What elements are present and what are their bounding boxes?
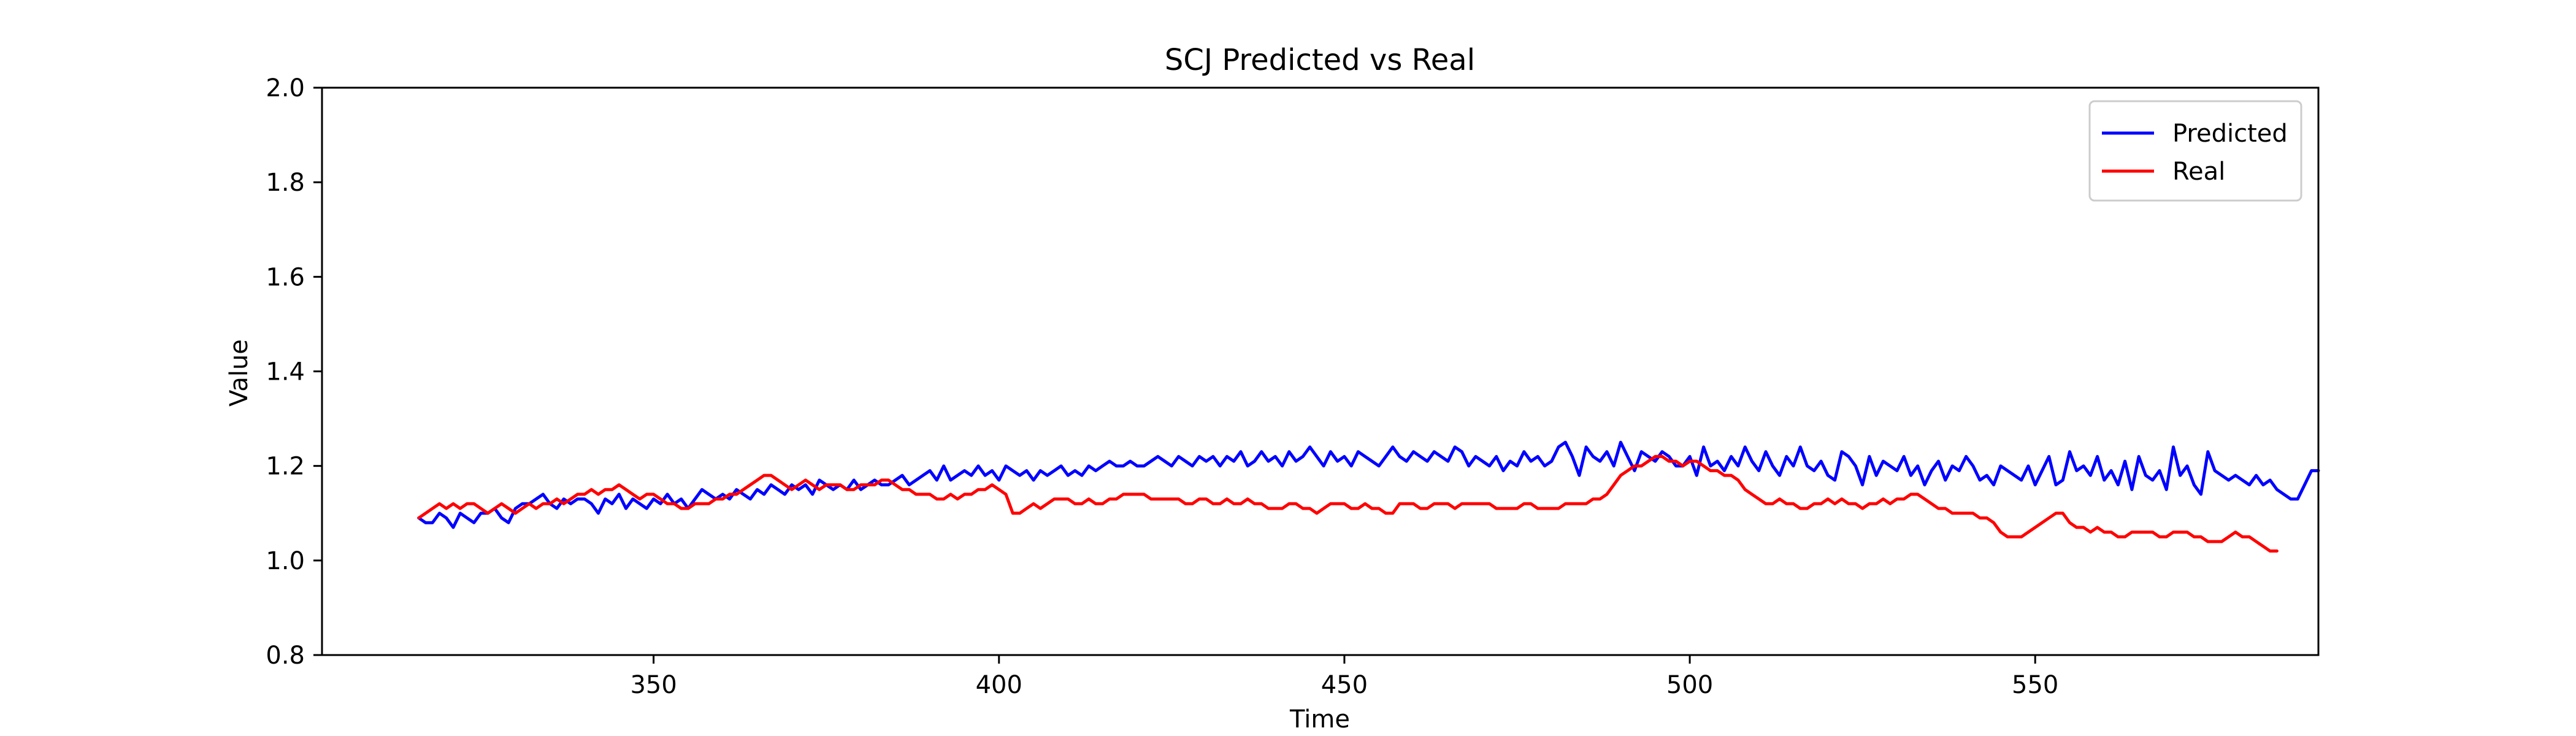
x-tick-label: 450 — [1321, 671, 1368, 699]
chart-title: SCJ Predicted vs Real — [1165, 43, 1475, 77]
y-tick-label: 1.0 — [266, 547, 305, 575]
axes-frame — [321, 86, 2320, 656]
series-line-real — [417, 454, 2279, 553]
y-tick-label: 2.0 — [266, 74, 305, 102]
series-line-predicted — [417, 440, 2320, 529]
x-tick-label: 500 — [1666, 671, 1713, 699]
y-tick-label: 1.6 — [266, 263, 305, 291]
legend: Predicted Real — [2088, 100, 2302, 202]
y-tick-label: 1.4 — [266, 358, 305, 386]
legend-label-predicted: Predicted — [2172, 120, 2288, 148]
legend-box — [2088, 100, 2302, 202]
x-tick-label: 400 — [976, 671, 1022, 699]
legend-label-real: Real — [2172, 158, 2225, 186]
x-axis-label: Time — [1289, 705, 1350, 734]
y-tick-label: 0.8 — [266, 642, 305, 670]
plot-area: 0.8 1.0 1.2 1.4 1.6 1.8 2.0 350 400 450 500 550 — [266, 74, 2320, 699]
x-tick-label: 550 — [2012, 671, 2058, 699]
y-tick-label: 1.8 — [266, 169, 305, 197]
y-axis-label: Value — [225, 339, 253, 407]
x-tick-label: 350 — [630, 671, 677, 699]
y-tick-label: 1.2 — [266, 453, 305, 481]
